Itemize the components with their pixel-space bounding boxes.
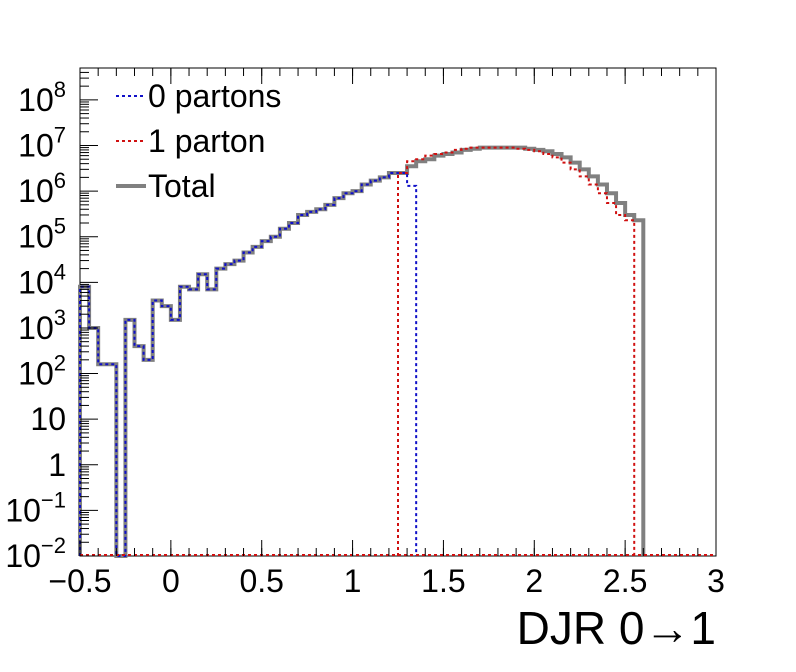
legend-label-0-partons: 0 partons — [148, 78, 281, 114]
y-tick-label: 104 — [18, 259, 66, 300]
y-tick-label: 108 — [18, 77, 66, 118]
y-tick-label: 10−2 — [5, 533, 66, 574]
legend-label-1-parton: 1 parton — [148, 123, 265, 159]
x-tick-label: 3 — [707, 563, 725, 599]
series-0-partons — [79, 171, 418, 557]
x-tick-label: 1.5 — [421, 563, 465, 599]
x-axis-title: DJR 0→1 — [517, 602, 716, 654]
x-axis: −0.5 0 0.5 1 1.5 2 2.5 3 — [48, 68, 725, 599]
y-tick-label: 103 — [18, 305, 66, 346]
x-tick-label: 2.5 — [603, 563, 647, 599]
series-total — [78, 145, 646, 558]
y-tick-label: 10 — [30, 401, 66, 437]
y-tick-label: 107 — [18, 122, 66, 163]
series-layer — [78, 145, 716, 558]
y-tick-label: 102 — [18, 351, 66, 392]
y-tick-label: 10−1 — [5, 487, 66, 528]
x-tick-label: 1 — [344, 563, 362, 599]
legend: 0 partons 1 parton Total — [116, 78, 281, 204]
y-tick-label: 105 — [18, 214, 66, 255]
series-1-parton — [397, 146, 636, 556]
x-tick-label: 0.5 — [239, 563, 283, 599]
y-tick-label: 106 — [18, 168, 66, 209]
x-tick-label: −0.5 — [48, 563, 111, 599]
x-tick-label: 0 — [162, 563, 180, 599]
x-tick-label: 2 — [525, 563, 543, 599]
y-tick-label: 1 — [48, 447, 66, 483]
legend-label-total: Total — [148, 168, 216, 204]
